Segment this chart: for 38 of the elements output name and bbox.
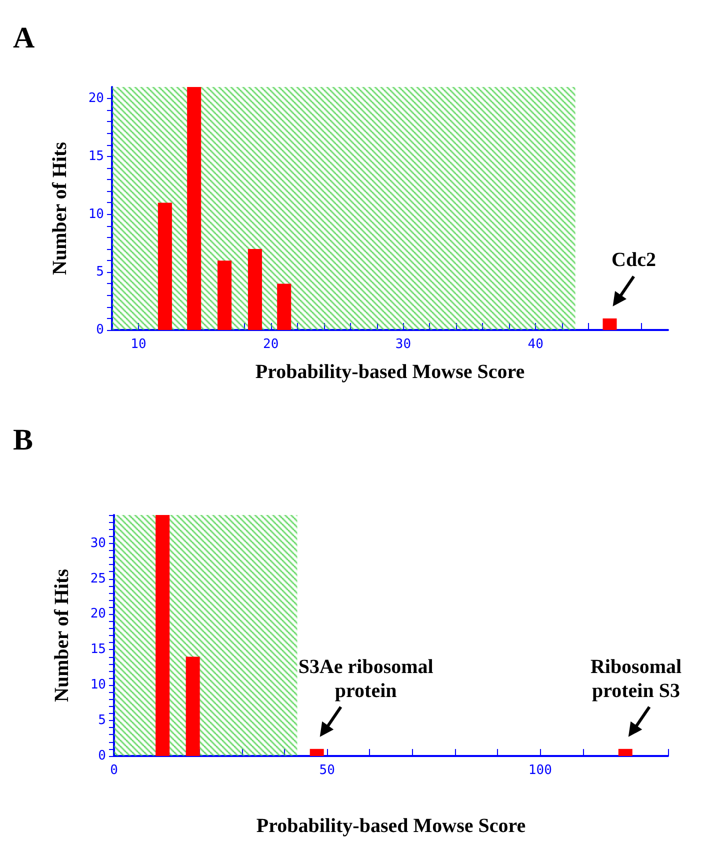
y-tick-label: 15 [88,148,104,164]
y-tick-label: 30 [90,536,106,551]
y-tick-label: 0 [96,322,104,338]
y-tick-label: 5 [96,264,104,280]
annotation: S3Ae ribosomal protein [297,654,434,703]
y-tick-label: 10 [90,678,106,693]
bar [218,260,232,330]
annotation: Cdc2 [610,248,657,272]
x-tick-label: 0 [110,763,118,778]
annotation: Ribosomal protein S3 [589,654,683,703]
x-tick-label: 10 [130,337,146,352]
bar [277,284,292,330]
y-axis-title: Number of Hits [49,142,71,275]
chart-title: A [13,22,35,54]
bar [187,87,202,330]
x-tick-label: 40 [528,337,544,352]
y-tick-label: 5 [98,713,106,728]
y-tick-label: 20 [88,91,104,106]
x-tick-label: 50 [319,763,335,778]
bar [158,202,172,330]
x-axis-title: Probability-based Mowse Score [255,361,525,383]
x-tick-label: 20 [263,337,279,352]
bar [618,748,632,756]
y-tick-label: 20 [90,606,106,622]
bar [248,249,262,330]
bar [156,515,170,756]
bar [602,318,617,330]
y-axis-title: Number of Hits [51,568,73,702]
y-tick-label: 15 [90,642,106,658]
chart-title: B [13,424,34,456]
y-tick-label: 10 [88,206,104,222]
x-tick-label: 100 [528,763,552,778]
x-axis-title: Probability-based Mowse Score [256,815,526,837]
x-tick-label: 30 [395,337,412,352]
y-tick-label: 0 [98,748,106,764]
y-tick-label: 25 [90,571,106,586]
bar [186,656,200,756]
bar [310,748,324,756]
